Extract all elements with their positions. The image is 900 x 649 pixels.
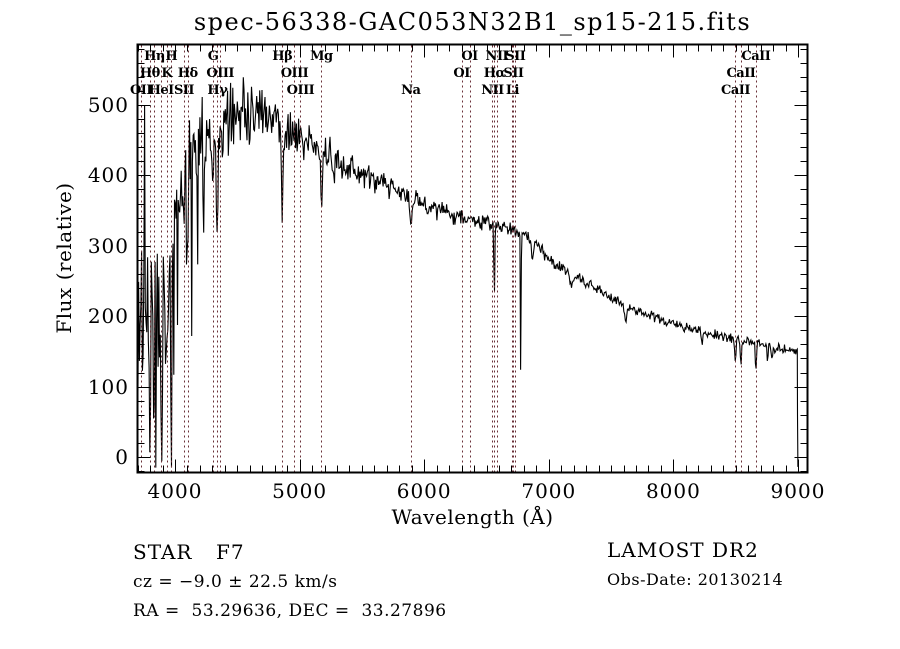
spectral-line-label: NII xyxy=(485,49,509,64)
spectral-line-label: OIII xyxy=(280,66,309,81)
y-tick-label: 100 xyxy=(87,374,129,399)
ra-dec-label: RA = 53.29636, DEC = 33.27896 xyxy=(133,601,447,621)
object-class-label: STAR xyxy=(133,540,193,564)
survey-release-label: LAMOST DR2 xyxy=(607,538,759,562)
spectrum-trace xyxy=(136,77,799,468)
y-tick-label: 500 xyxy=(87,93,129,117)
spectral-line-label: G xyxy=(207,49,219,64)
spectral-line-label: Hγ xyxy=(207,83,228,98)
x-axis-label: Wavelength (Å) xyxy=(391,505,554,529)
cz-velocity-label: cz = −9.0 ± 22.5 km/s xyxy=(133,572,338,592)
spectral-line-label: Mg xyxy=(310,49,333,64)
x-tick-label: 7000 xyxy=(521,479,577,503)
spectral-line-label: SII xyxy=(503,66,524,81)
spectral-line-label: OIII xyxy=(206,66,235,81)
spectral-line-label: CaII xyxy=(720,83,750,98)
spectral-line-label: Hθ xyxy=(139,66,160,81)
axis-ticks xyxy=(137,44,808,473)
x-tick-label: 8000 xyxy=(645,479,701,503)
spectral-line-label: Hα xyxy=(483,66,506,81)
spectral-line-label: HeI xyxy=(148,83,175,98)
spectral-line-label: Hδ xyxy=(177,66,198,81)
x-tick-label: 6000 xyxy=(396,479,452,503)
spectral-line-label: H xyxy=(165,49,178,64)
spectral-line-label: Li xyxy=(505,83,520,98)
spectral-line-label: CaII xyxy=(741,49,771,64)
spectral-line-label: Hβ xyxy=(272,49,293,64)
plot-title: spec-56338-GAC053N32B1_sp15-215.fits xyxy=(193,8,752,36)
spectral-line-label: K xyxy=(161,66,173,81)
spectral-line-label: Na xyxy=(401,83,421,98)
spectral-line-label: OII xyxy=(129,83,153,98)
spectral-line-label: SII xyxy=(173,83,195,98)
object-subclass-label: F7 xyxy=(216,540,245,564)
obs-date-label: Obs-Date: 20130214 xyxy=(607,570,784,589)
spectral-line-label: Hη xyxy=(144,49,165,64)
y-tick-label: 200 xyxy=(87,304,129,329)
y-tick-label: 0 xyxy=(115,445,129,469)
x-tick-label: 5000 xyxy=(272,479,328,503)
x-tick-label: 9000 xyxy=(770,479,826,503)
y-tick-label: 400 xyxy=(87,163,129,188)
x-tick-label: 4000 xyxy=(147,479,203,503)
spectral-line-label: OI xyxy=(453,66,470,81)
spectral-line-label: CaII xyxy=(726,66,756,81)
y-tick-label: 300 xyxy=(87,233,129,258)
spectral-line-label: OI xyxy=(461,49,478,64)
spectral-line-label: SII xyxy=(505,49,526,64)
spectral-line-label: NII xyxy=(481,83,504,98)
plot-frame xyxy=(136,43,809,474)
spectral-line-label: OIII xyxy=(286,83,315,98)
